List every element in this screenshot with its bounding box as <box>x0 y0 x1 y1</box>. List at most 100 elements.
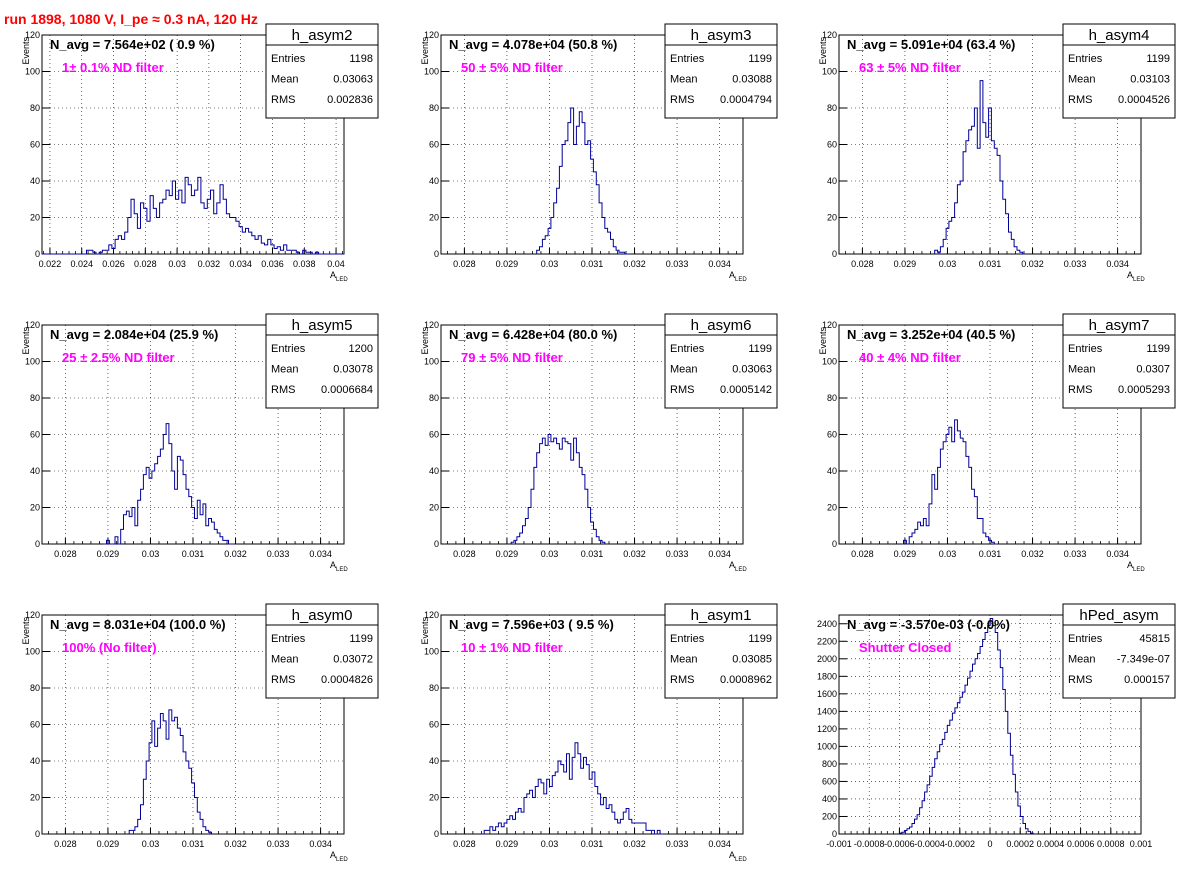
x-tick-label: 0.032 <box>224 549 247 559</box>
stats-key: RMS <box>670 674 694 686</box>
y-tick-label: 0 <box>434 539 439 549</box>
x-axis-title: ALED <box>729 850 747 863</box>
stats-value: 0.0005293 <box>1118 384 1170 396</box>
y-tick-label: 1400 <box>817 706 837 716</box>
y-tick-label: 20 <box>429 793 439 803</box>
stats-key: RMS <box>271 384 295 396</box>
stats-value: 0.0004526 <box>1118 94 1170 106</box>
stats-key: Entries <box>1068 343 1103 355</box>
y-tick-label: 100 <box>424 357 439 367</box>
x-tick-label: 0.029 <box>496 549 519 559</box>
y-tick-label: 60 <box>827 140 837 150</box>
stats-key: Entries <box>1068 53 1103 65</box>
x-tick-label: 0.032 <box>1021 549 1044 559</box>
x-tick-label: 0.032 <box>623 549 646 559</box>
y-tick-label: 40 <box>30 756 40 766</box>
x-tick-label: 0.036 <box>261 259 284 269</box>
x-tick-label: 0.03 <box>142 839 160 849</box>
filter-label: 50 ± 5% ND filter <box>461 60 563 75</box>
stats-box <box>664 313 778 409</box>
y-tick-label: 0 <box>434 829 439 839</box>
stats-box <box>664 23 778 119</box>
x-tick-label: 0.031 <box>581 259 604 269</box>
y-tick-label: 120 <box>25 30 40 40</box>
stats-value: 0.0005142 <box>720 384 772 396</box>
stats-box <box>265 313 379 409</box>
x-tick-label: 0.033 <box>1064 259 1087 269</box>
y-tick-label: 0 <box>434 249 439 259</box>
y-tick-label: 120 <box>424 610 439 620</box>
y-tick-label: 1200 <box>817 724 837 734</box>
x-tick-label: 0.029 <box>496 259 519 269</box>
stats-value: 1199 <box>748 53 772 65</box>
navg-label: N_avg = 7.564e+02 ( 0.9 %) <box>50 37 215 52</box>
x-tick-label: 0.033 <box>666 259 689 269</box>
stats-key: Mean <box>271 654 299 666</box>
y-tick-label: 100 <box>424 67 439 77</box>
stats-value: 0.000157 <box>1124 674 1170 686</box>
x-tick-label: 0.028 <box>453 259 476 269</box>
x-tick-label: 0.033 <box>1064 549 1087 559</box>
stats-value: 1199 <box>349 633 373 645</box>
stats-key: RMS <box>1068 674 1092 686</box>
x-axis-title: ALED <box>330 850 348 863</box>
stats-key: RMS <box>670 94 694 106</box>
y-tick-label: 80 <box>429 683 439 693</box>
y-axis-title: Events <box>21 327 31 355</box>
stats-value: 0.03063 <box>732 364 772 376</box>
y-tick-label: 80 <box>30 103 40 113</box>
x-tick-label: 0.033 <box>267 839 290 849</box>
x-tick-label: 0.03 <box>541 259 559 269</box>
panel-h_asym5: 0.028 0.029 0.03 0.031 0.032 0.033 0.034 0 20 40 6… <box>21 313 379 573</box>
stats-value: 0.0004794 <box>720 94 772 106</box>
stats-box <box>1062 603 1176 699</box>
stats-value: 1199 <box>1146 53 1170 65</box>
x-tick-label: 0.034 <box>1106 549 1129 559</box>
stats-value: 1198 <box>349 53 373 65</box>
panel-h_asym3: 0.028 0.029 0.03 0.031 0.032 0.033 0.034 0 20 40 6… <box>420 23 778 283</box>
x-tick-label: 0.028 <box>453 549 476 559</box>
stats-box <box>1062 313 1176 409</box>
histogram-line <box>934 80 1026 255</box>
y-tick-label: 1000 <box>817 741 837 751</box>
stats-title: h_asym7 <box>1089 317 1150 334</box>
y-tick-label: 2000 <box>817 654 837 664</box>
stats-title: h_asym6 <box>691 317 752 334</box>
x-tick-label: 0.03 <box>541 839 559 849</box>
y-tick-label: 0 <box>35 249 40 259</box>
y-tick-label: 0 <box>832 829 837 839</box>
histogram-line <box>42 176 344 255</box>
stats-key: Mean <box>670 364 698 376</box>
y-tick-label: 40 <box>827 466 837 476</box>
panel-h_asym7: 0.028 0.029 0.03 0.031 0.032 0.033 0.034 0 20 40 6… <box>818 313 1176 573</box>
y-tick-label: 60 <box>827 430 837 440</box>
x-tick-label: 0.028 <box>134 259 157 269</box>
y-tick-label: 40 <box>827 176 837 186</box>
x-tick-label: 0.033 <box>267 549 290 559</box>
x-tick-label: 0.034 <box>1106 259 1129 269</box>
filter-label: 63 ± 5% ND filter <box>859 60 961 75</box>
stats-key: Mean <box>670 74 698 86</box>
x-tick-label: 0.0002 <box>1006 839 1034 849</box>
histogram-line <box>481 742 663 835</box>
y-tick-label: 100 <box>25 67 40 77</box>
stats-key: Entries <box>670 53 705 65</box>
navg-label: N_avg = -3.570e-03 (-0.0%) <box>847 617 1010 632</box>
stats-value: 1200 <box>349 343 373 355</box>
y-tick-label: 20 <box>827 503 837 513</box>
x-tick-label: 0.03 <box>939 259 957 269</box>
y-axis-title: Events <box>818 327 828 355</box>
x-tick-label: 0.031 <box>979 259 1002 269</box>
stats-value: 0.03088 <box>732 74 772 86</box>
y-tick-label: 1800 <box>817 671 837 681</box>
x-tick-label: 0 <box>987 839 992 849</box>
panel-h_asym4: 0.028 0.029 0.03 0.031 0.032 0.033 0.034 0 20 40 6… <box>818 23 1176 283</box>
navg-label: N_avg = 4.078e+04 (50.8 %) <box>449 37 617 52</box>
y-axis-title: Events <box>21 617 31 645</box>
x-tick-label: 0.03 <box>168 259 186 269</box>
x-tick-label: 0.022 <box>39 259 62 269</box>
x-tick-label: 0.0008 <box>1097 839 1125 849</box>
stats-box <box>265 23 379 119</box>
navg-label: N_avg = 8.031e+04 (100.0 %) <box>50 617 226 632</box>
y-tick-label: 0 <box>832 249 837 259</box>
